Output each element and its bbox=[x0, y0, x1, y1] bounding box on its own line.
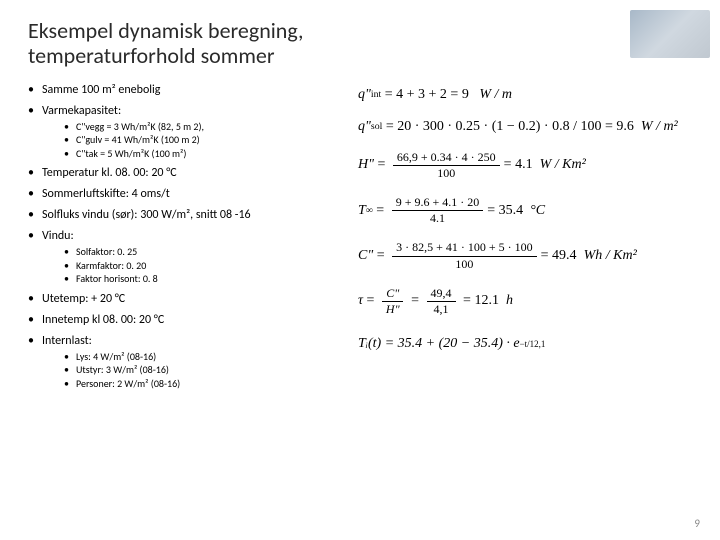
eq-Ti: Tᵢ(t) = 35.4 + (20 − 35.4) · e −t/12,1 bbox=[358, 336, 692, 352]
bullet-solfluks: Solfluks vindu (sør): 300 W/m², snitt 08… bbox=[28, 208, 338, 223]
title-line-2: temperaturforhold sommer bbox=[28, 42, 275, 69]
sub-karmfaktor: Karmfaktor: 0. 20 bbox=[64, 260, 338, 273]
sub-utstyr: Utstyr: 3 W/m² (08-16) bbox=[64, 364, 338, 377]
eq-C: C" = 3 · 82,5 + 41 · 100 + 5 · 100 100 =… bbox=[358, 241, 692, 270]
eq-q-int: q"int = 4 + 3 + 2 = 9 W / m bbox=[358, 87, 692, 103]
frac-Tinf: 9 + 9.6 + 4.1 · 20 4.1 bbox=[392, 196, 484, 225]
frac-tau: C" H" bbox=[382, 287, 404, 316]
bullet-sommerluft: Sommerluftskifte: 4 oms/t bbox=[28, 187, 338, 202]
bullet-internlast: Internlast: Lys: 4 W/m² (08-16) Utstyr: … bbox=[28, 334, 338, 391]
bullet-enebolig: Samme 100 m² enebolig bbox=[28, 83, 338, 98]
bullet-utetemp: Utetemp: + 20 °C bbox=[28, 292, 338, 307]
eq-Tinf: T∞ = 9 + 9.6 + 4.1 · 20 4.1 = 35.4 °C bbox=[358, 196, 692, 225]
right-column-equations: q"int = 4 + 3 + 2 = 9 W / m q"sol = 20 ·… bbox=[358, 83, 692, 397]
sub-solfaktor: Solfaktor: 0. 25 bbox=[64, 246, 338, 259]
page-number: 9 bbox=[694, 517, 700, 530]
eq-H: H" = 66,9 + 0.34 · 4 · 250 100 = 4.1 W /… bbox=[358, 151, 692, 180]
sub-personer: Personer: 2 W/m² (08-16) bbox=[64, 378, 338, 391]
main-bullet-list: Samme 100 m² enebolig Varmekapasitet: C"… bbox=[28, 83, 338, 391]
slide-title: Eksempel dynamisk beregning, temperaturf… bbox=[28, 18, 692, 69]
sub-list-internlast: Lys: 4 W/m² (08-16) Utstyr: 3 W/m² (08-1… bbox=[42, 351, 338, 391]
sub-list-varmekapasitet: C"vegg = 3 Wh/m²K (82, 5 m 2), C"gulv = … bbox=[42, 121, 338, 161]
left-column: Samme 100 m² enebolig Varmekapasitet: C"… bbox=[28, 83, 338, 397]
sub-cvegg: C"vegg = 3 Wh/m²K (82, 5 m 2), bbox=[64, 121, 338, 134]
eq-q-sol: q"sol = 20 · 300 · 0.25 · (1 − 0.2) · 0.… bbox=[358, 119, 692, 135]
corner-decorative-image bbox=[630, 10, 710, 58]
sub-ctak: C"tak = 5 Wh/m²K (100 m²) bbox=[64, 148, 338, 161]
bullet-vindu: Vindu: Solfaktor: 0. 25 Karmfaktor: 0. 2… bbox=[28, 229, 338, 286]
frac-C: 3 · 82,5 + 41 · 100 + 5 · 100 100 bbox=[392, 241, 537, 270]
sub-faktor-horisont: Faktor horisont: 0. 8 bbox=[64, 273, 338, 286]
sub-cgulv: C"gulv = 41 Wh/m²K (100 m 2) bbox=[64, 134, 338, 147]
sub-lys: Lys: 4 W/m² (08-16) bbox=[64, 351, 338, 364]
sub-list-vindu: Solfaktor: 0. 25 Karmfaktor: 0. 20 Fakto… bbox=[42, 246, 338, 286]
bullet-temperatur: Temperatur kl. 08. 00: 20 °C bbox=[28, 166, 338, 181]
title-line-1: Eksempel dynamisk beregning, bbox=[28, 17, 303, 44]
frac-tau-vals: 49,4 4,1 bbox=[427, 287, 456, 316]
bullet-varmekapasitet: Varmekapasitet: C"vegg = 3 Wh/m²K (82, 5… bbox=[28, 104, 338, 161]
bullet-innetemp: Innetemp kl 08. 00: 20 °C bbox=[28, 313, 338, 328]
frac-H: 66,9 + 0.34 · 4 · 250 100 bbox=[393, 151, 500, 180]
eq-tau: τ = C" H" = 49,4 4,1 = 12.1 h bbox=[358, 287, 692, 316]
